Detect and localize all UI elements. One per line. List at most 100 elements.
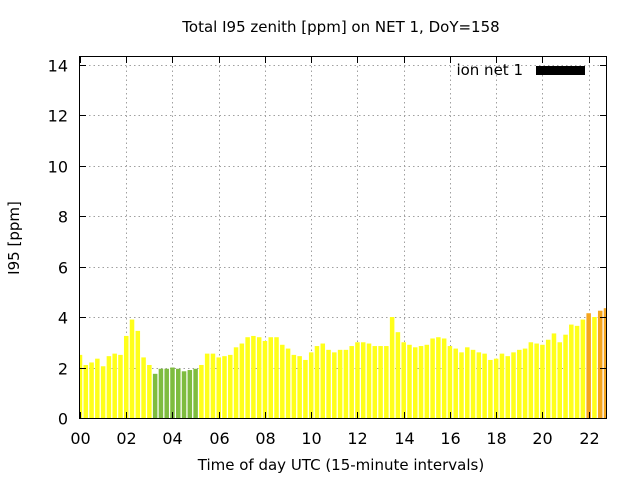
bar <box>95 358 100 418</box>
x-tick-label: 06 <box>209 429 229 448</box>
bar <box>586 313 591 418</box>
y-tick-label: 0 <box>58 410 68 429</box>
bar <box>297 356 302 418</box>
bar <box>343 349 349 418</box>
bar <box>118 354 123 418</box>
bar <box>574 325 580 418</box>
bar <box>291 354 297 418</box>
bar <box>407 344 412 418</box>
bar <box>603 308 606 418</box>
bar <box>228 354 233 418</box>
bar <box>360 342 366 418</box>
bar <box>453 348 458 418</box>
bar <box>216 357 221 418</box>
x-axis-label: Time of day UTC (15-minute intervals) <box>197 456 484 474</box>
x-tick-label: 20 <box>532 429 552 448</box>
bar <box>239 343 245 418</box>
x-tick-label: 22 <box>579 429 599 448</box>
bar <box>476 352 482 418</box>
bar <box>395 332 401 418</box>
bar <box>401 342 406 418</box>
bar <box>303 359 308 418</box>
bar <box>326 349 331 418</box>
bar <box>152 373 158 418</box>
bar <box>372 346 378 418</box>
bar <box>597 310 603 418</box>
bar <box>193 368 198 418</box>
bar <box>251 335 256 418</box>
bar <box>262 341 268 418</box>
bar <box>488 359 493 418</box>
legend-swatch <box>536 66 585 75</box>
bar <box>482 353 487 418</box>
bar <box>164 368 169 418</box>
bar <box>112 353 117 418</box>
bar <box>349 346 354 418</box>
y-tick-label: 12 <box>48 107 68 126</box>
y-tick-label: 14 <box>48 57 68 76</box>
bar <box>158 368 164 418</box>
y-tick-label: 8 <box>58 208 68 227</box>
bar <box>517 349 522 418</box>
x-tick-label: 08 <box>255 429 275 448</box>
bar <box>592 317 597 418</box>
bar <box>551 333 557 418</box>
bar <box>285 348 291 418</box>
bar <box>355 342 360 418</box>
bar <box>436 337 441 418</box>
bar <box>320 343 326 418</box>
bar <box>459 352 464 418</box>
bar <box>274 337 279 418</box>
bar <box>199 364 204 418</box>
x-tick-label: 18 <box>486 429 506 448</box>
bar <box>314 346 320 418</box>
bar <box>280 344 285 418</box>
grid <box>80 57 606 418</box>
x-tick-label: 02 <box>116 429 136 448</box>
bar <box>447 346 453 418</box>
y-tick-label: 10 <box>48 158 68 177</box>
bar <box>89 362 94 418</box>
y-tick-label: 2 <box>58 360 68 379</box>
bar <box>123 335 129 418</box>
bar <box>187 370 193 418</box>
x-tick-label: 04 <box>162 429 182 448</box>
bar <box>413 347 418 418</box>
bar <box>83 364 89 418</box>
bar <box>100 366 106 418</box>
bar <box>337 349 343 418</box>
bar <box>493 358 499 418</box>
x-tick-label: 14 <box>394 429 414 448</box>
bar <box>424 344 430 418</box>
bar <box>389 317 395 418</box>
bar <box>557 342 563 418</box>
bar <box>141 357 146 418</box>
bar <box>135 330 141 418</box>
bar <box>528 342 534 418</box>
bar <box>418 346 424 418</box>
x-tick-label: 00 <box>70 429 90 448</box>
bar <box>384 346 389 418</box>
bar <box>233 347 239 418</box>
bar <box>540 344 545 418</box>
bar <box>522 348 528 418</box>
bar <box>580 319 586 418</box>
bar <box>308 352 314 418</box>
bar <box>430 338 435 418</box>
chart-title: Total I95 zenith [ppm] on NET 1, DoY=158 <box>181 18 499 36</box>
bar <box>245 337 250 418</box>
bar <box>499 353 505 418</box>
bar <box>181 371 187 418</box>
bar <box>534 343 539 418</box>
bar <box>569 324 574 418</box>
bar <box>563 334 568 418</box>
bar <box>170 367 175 418</box>
bars <box>80 308 606 418</box>
y-axis-label: I95 [ppm] <box>5 201 23 275</box>
x-tick-label: 10 <box>301 429 321 448</box>
y-tick-label: 6 <box>58 259 68 278</box>
bar <box>256 337 262 418</box>
x-tick-label: 16 <box>440 429 460 448</box>
x-tick-label: 12 <box>347 429 367 448</box>
